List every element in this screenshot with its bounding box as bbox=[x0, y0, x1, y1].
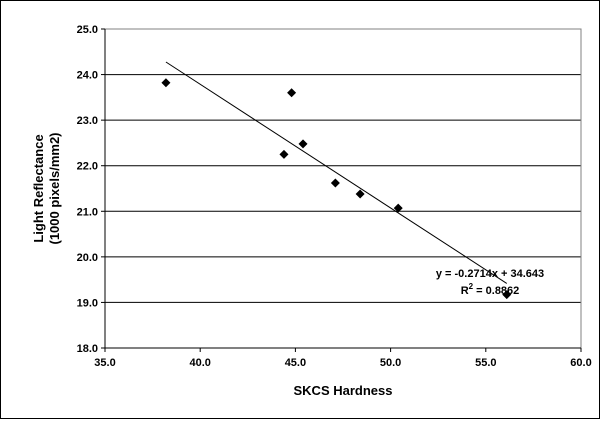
data-points bbox=[161, 78, 512, 300]
axes bbox=[104, 29, 581, 349]
r-squared-prefix: R bbox=[461, 285, 469, 297]
x-tick-label: 40.0 bbox=[189, 357, 210, 369]
gridlines bbox=[105, 28, 581, 349]
x-tick-labels: 35.0 40.0 45.0 50.0 55.0 60.0 bbox=[94, 348, 592, 369]
y-axis-title-line1: Light Reflectance bbox=[31, 134, 46, 242]
data-point bbox=[393, 203, 403, 213]
x-axis-title: SKCS Hardness bbox=[294, 383, 393, 398]
r-squared-superscript: 2 bbox=[469, 282, 474, 291]
data-point bbox=[161, 78, 171, 88]
y-tick-labels: 18.0 19.0 20.0 21.0 22.0 23.0 24.0 25.0 bbox=[77, 24, 105, 355]
y-tick-label: 19.0 bbox=[77, 297, 98, 309]
data-point bbox=[330, 178, 340, 188]
data-point bbox=[287, 88, 297, 98]
y-tick-label: 18.0 bbox=[77, 343, 98, 355]
y-tick-label: 25.0 bbox=[77, 24, 98, 36]
data-point bbox=[298, 139, 308, 149]
y-tick-label: 21.0 bbox=[77, 206, 98, 218]
y-tick-label: 24.0 bbox=[77, 70, 98, 82]
r-squared-label: R2 = 0.8862 bbox=[461, 282, 520, 297]
y-tick-label: 22.0 bbox=[77, 161, 98, 173]
y-tick-label: 23.0 bbox=[77, 115, 98, 127]
r-squared-value: = 0.8862 bbox=[473, 285, 519, 297]
x-tick-label: 50.0 bbox=[380, 357, 401, 369]
trendline bbox=[165, 61, 508, 284]
y-axis-title: Light Reflectance (1000 pixels/mm2) bbox=[31, 132, 62, 244]
x-tick-label: 55.0 bbox=[475, 357, 496, 369]
y-tick-label: 20.0 bbox=[77, 252, 98, 264]
x-tick-label: 45.0 bbox=[285, 357, 306, 369]
trendline-equation: y = -0.2714x + 34.643 bbox=[436, 268, 544, 280]
data-point bbox=[502, 290, 512, 300]
data-point bbox=[355, 189, 365, 199]
x-tick-label: 35.0 bbox=[94, 357, 115, 369]
y-axis-title-line2: (1000 pixels/mm2) bbox=[47, 132, 62, 244]
data-point bbox=[279, 149, 289, 159]
plot-area bbox=[104, 28, 582, 349]
x-tick-label: 60.0 bbox=[570, 357, 591, 369]
